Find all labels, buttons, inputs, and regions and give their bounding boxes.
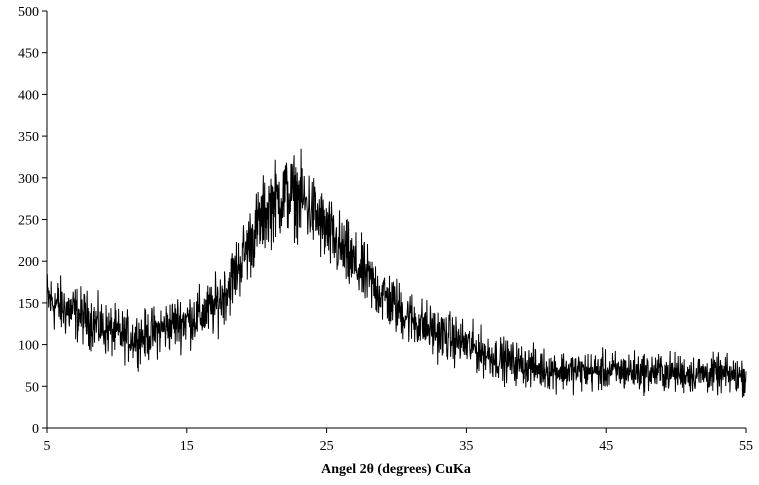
x-tick-label: 5 (44, 439, 51, 454)
x-axis: 5 15 25 35 45 55 (44, 427, 753, 454)
x-tick-label: 25 (320, 439, 334, 454)
x-tick-label: 45 (599, 439, 613, 454)
y-tick-label: 0 (32, 422, 39, 437)
y-tick-label: 500 (18, 5, 39, 20)
y-tick-label: 350 (18, 130, 39, 145)
y-tick-label: 300 (18, 172, 39, 187)
x-axis-title: Angel 2θ (degrees) CuKa (321, 462, 471, 477)
y-tick-label: 400 (18, 88, 39, 103)
y-axis: 0 50 100 150 200 250 300 350 400 450 500 (18, 5, 48, 437)
y-tick-label: 50 (25, 380, 39, 395)
y-tick-label: 450 (18, 47, 39, 62)
x-tick-label: 55 (739, 439, 753, 454)
xrd-pattern-line (46, 148, 747, 398)
y-tick-label: 250 (18, 214, 39, 229)
y-tick-label: 200 (18, 255, 39, 270)
y-tick-label: 100 (18, 339, 39, 354)
x-tick-label: 15 (180, 439, 194, 454)
x-tick-label: 35 (459, 439, 473, 454)
y-tick-label: 150 (18, 297, 39, 312)
